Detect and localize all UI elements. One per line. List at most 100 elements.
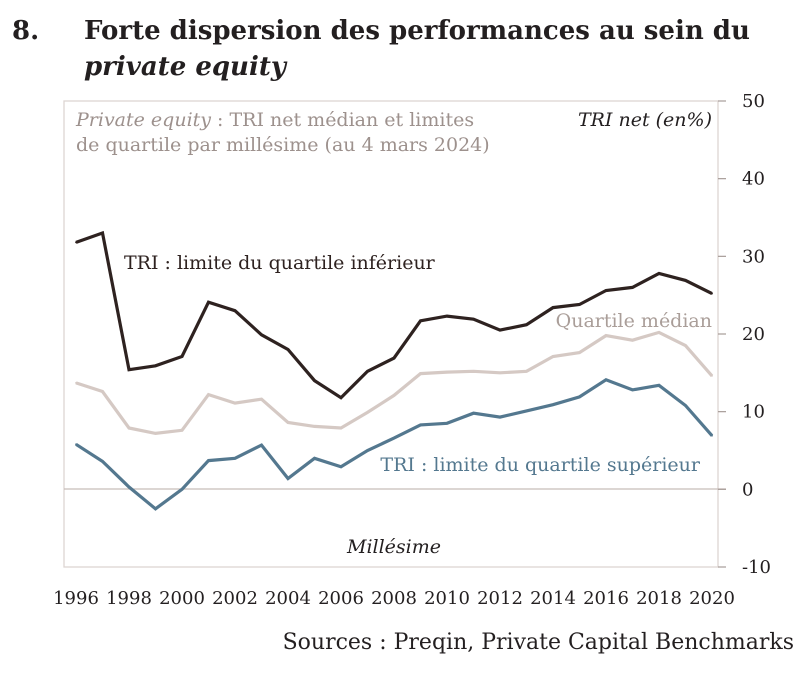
- data-point: [207, 459, 210, 462]
- data-point: [446, 315, 448, 317]
- data-point: [658, 384, 660, 387]
- data-point: [101, 390, 104, 393]
- figure-number: 8.: [12, 16, 40, 46]
- data-point: [605, 289, 607, 292]
- data-point: [578, 351, 581, 354]
- data-point: [658, 272, 660, 275]
- data-point: [684, 344, 687, 347]
- x-tick-label: 2014: [530, 588, 576, 609]
- data-point: [260, 333, 263, 336]
- data-point: [234, 309, 236, 312]
- data-point: [393, 357, 395, 359]
- data-point: [631, 389, 634, 391]
- data-point: [287, 348, 289, 351]
- data-point: [711, 292, 713, 295]
- chart-subtitle-line1: Private equity : TRI net médian et limit…: [75, 109, 474, 131]
- data-point: [499, 329, 501, 331]
- data-point: [181, 488, 183, 491]
- data-point: [154, 364, 157, 367]
- data-point: [366, 449, 369, 452]
- data-point: [234, 402, 236, 404]
- data-point: [446, 422, 448, 425]
- data-point: [287, 477, 289, 480]
- data-point: [313, 457, 316, 460]
- x-axis: 1996 1998 2000 2002 2004 2006 2008 2010 2012 2014…: [53, 588, 735, 609]
- data-point: [578, 303, 581, 306]
- data-point: [154, 432, 157, 435]
- series-group: [75, 230, 714, 511]
- data-point: [75, 382, 77, 384]
- data-point: [128, 368, 130, 371]
- y-tick-label: -10: [742, 557, 771, 578]
- x-tick-label: 2008: [371, 588, 417, 609]
- data-point: [684, 279, 687, 282]
- data-point: [393, 437, 395, 439]
- data-point: [340, 396, 342, 399]
- data-point: [711, 375, 713, 377]
- data-point: [366, 411, 369, 414]
- data-point: [631, 339, 634, 342]
- data-point: [234, 457, 236, 460]
- x-tick-label: 2000: [159, 588, 205, 609]
- x-tick-label: 2016: [583, 588, 629, 609]
- data-point: [101, 232, 104, 234]
- data-point: [711, 434, 713, 437]
- plot-frame: [63, 100, 719, 568]
- data-point: [128, 427, 130, 429]
- figure-title-line1: Forte dispersion des performances au sei…: [84, 16, 750, 46]
- series-label-lower-quartile: TRI : limite du quartile inférieur: [124, 252, 436, 274]
- chart-subtitle-rest: : TRI net médian et limites: [211, 109, 474, 131]
- data-point: [260, 444, 263, 446]
- y-tick-label: 0: [742, 479, 753, 500]
- y-tick-label: 30: [742, 246, 765, 267]
- data-point: [366, 370, 369, 373]
- x-tick-label: 2020: [689, 588, 735, 609]
- data-point: [499, 371, 501, 374]
- data-point: [313, 379, 316, 382]
- series-label-upper-quartile: TRI : limite du quartile supérieur: [380, 454, 700, 476]
- data-point: [472, 370, 475, 373]
- data-point: [525, 370, 528, 373]
- y-tick-label: 50: [742, 91, 765, 112]
- data-point: [684, 404, 687, 407]
- data-point: [313, 425, 316, 428]
- data-point: [605, 334, 607, 337]
- x-axis-label: Millésime: [346, 536, 441, 558]
- data-point: [75, 241, 77, 244]
- data-point: [340, 427, 342, 429]
- x-tick-label: 2010: [424, 588, 470, 609]
- data-point: [499, 416, 501, 418]
- x-tick-label: 2004: [265, 588, 311, 609]
- data-point: [101, 460, 104, 463]
- y-tick-label: 40: [742, 169, 765, 190]
- x-tick-label: 2018: [636, 588, 682, 609]
- data-point: [181, 355, 183, 358]
- x-tick-label: 1998: [106, 588, 152, 609]
- data-point: [340, 465, 342, 468]
- data-point: [419, 319, 422, 322]
- data-point: [207, 393, 210, 396]
- data-point: [393, 394, 395, 397]
- data-point: [181, 429, 183, 432]
- series-label-median: Quartile médian: [556, 310, 712, 332]
- y-tick-label: 10: [742, 402, 765, 423]
- data-point: [552, 355, 554, 358]
- data-point: [287, 421, 289, 424]
- data-point: [154, 507, 157, 510]
- data-point: [419, 372, 422, 375]
- data-point: [446, 371, 448, 373]
- y-axis: 50 40 30 20 10 0 -10: [718, 91, 771, 578]
- data-point: [260, 398, 263, 401]
- x-tick-label: 1996: [53, 588, 99, 609]
- chart-subtitle-line2: de quartile par millésime (au 4 mars 202…: [76, 134, 490, 156]
- data-point: [525, 410, 528, 412]
- data-point: [552, 403, 554, 406]
- y-tick-label: 20: [742, 324, 765, 345]
- data-point: [75, 443, 77, 446]
- x-tick-label: 2002: [212, 588, 258, 609]
- data-point: [128, 486, 130, 488]
- data-point: [525, 323, 528, 326]
- data-point: [631, 286, 634, 289]
- x-tick-label: 2012: [477, 588, 523, 609]
